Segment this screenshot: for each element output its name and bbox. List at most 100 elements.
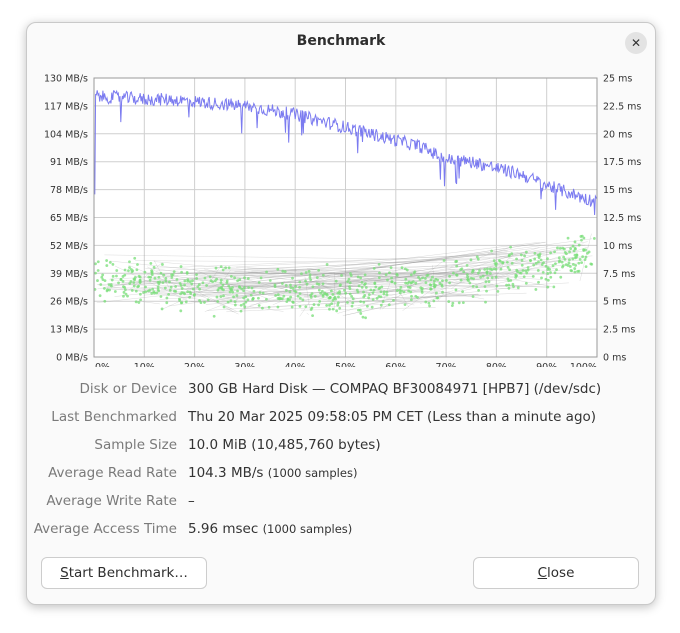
access-time-sample: [191, 279, 194, 283]
access-time-sample: [304, 279, 307, 283]
access-time-sample: [378, 271, 381, 275]
access-time-sample: [179, 284, 183, 287]
access-time-sample: [494, 262, 498, 265]
access-time-sample: [395, 289, 399, 292]
access-time-sample: [307, 269, 311, 273]
access-time-sample: [412, 271, 416, 275]
access-time-sample: [222, 294, 225, 298]
access-time-sample: [212, 314, 216, 318]
access-time-sample: [576, 269, 579, 273]
access-time-sample: [256, 296, 260, 300]
access-time-sample: [377, 287, 381, 291]
access-time-sample: [510, 252, 514, 256]
access-time-sample: [430, 275, 434, 279]
access-time-sample: [573, 246, 577, 250]
access-time-sample: [252, 289, 256, 293]
x-tick-label: 80%: [486, 362, 507, 367]
access-time-sample: [236, 279, 239, 283]
access-time-sample: [410, 298, 413, 302]
access-time-sample: [280, 282, 284, 285]
access-time-sample: [143, 270, 147, 274]
access-time-sample: [228, 290, 232, 294]
access-time-sample: [309, 278, 313, 282]
close-icon[interactable]: ✕: [625, 32, 647, 54]
access-time-sample: [229, 299, 233, 303]
access-time-sample: [129, 280, 133, 283]
row-average-access-time: Average Access Time 5.96 msec (1000 samp…: [27, 518, 655, 540]
access-time-sample: [246, 298, 250, 302]
access-time-sample: [420, 291, 424, 294]
access-time-sample: [321, 273, 325, 277]
access-time-sample: [562, 255, 566, 259]
access-time-sample: [106, 288, 109, 292]
access-time-sample: [490, 268, 494, 271]
access-time-connector: [160, 282, 221, 310]
access-time-connector: [165, 291, 368, 296]
access-time-sample: [534, 288, 538, 291]
access-time-sample: [363, 293, 367, 297]
access-time-sample: [519, 253, 523, 257]
access-time-sample: [318, 300, 322, 303]
x-tick-label: 50%: [335, 362, 356, 367]
access-time-sample: [509, 279, 513, 282]
access-time-sample: [346, 301, 349, 304]
access-time-sample: [405, 268, 409, 272]
access-time-sample: [379, 295, 383, 299]
access-time-sample: [475, 285, 479, 289]
access-time-sample: [231, 290, 235, 294]
access-time-sample: [179, 265, 183, 268]
access-time-sample: [359, 312, 363, 315]
access-time-sample: [429, 278, 433, 282]
access-time-sample: [540, 276, 543, 280]
access-time-sample: [300, 272, 303, 276]
y-right-tick-label: 7.5 ms: [603, 269, 635, 280]
access-time-sample: [589, 262, 593, 266]
average-read-rate-value: 104.3 MB/s: [188, 465, 264, 481]
access-time-sample: [372, 267, 376, 270]
access-time-sample: [280, 297, 284, 301]
access-time-sample: [265, 297, 268, 301]
access-time-sample: [448, 274, 451, 278]
access-time-sample: [186, 278, 190, 281]
access-time-sample: [219, 265, 223, 269]
access-time-sample: [381, 300, 385, 303]
access-time-sample: [221, 268, 225, 272]
access-time-sample: [506, 277, 510, 281]
access-time-connector: [306, 312, 309, 315]
access-time-sample: [478, 269, 481, 272]
access-time-sample: [146, 289, 150, 293]
access-time-sample: [357, 308, 360, 312]
access-time-sample: [308, 273, 312, 277]
access-time-sample: [554, 262, 557, 266]
access-time-samples: [93, 234, 596, 320]
access-time-sample: [438, 281, 442, 285]
access-time-sample: [367, 296, 371, 300]
access-time-sample: [501, 260, 505, 264]
access-time-sample: [236, 289, 239, 293]
access-time-sample: [496, 289, 500, 293]
access-time-connector: [208, 285, 520, 288]
access-time-sample: [389, 266, 393, 270]
access-time-sample: [468, 281, 472, 285]
access-time-sample: [334, 279, 338, 283]
access-time-sample: [165, 296, 169, 300]
access-time-sample: [349, 272, 352, 275]
benchmark-dialog: Benchmark ✕ 0 MB/s 13 MB/s 26 MB/s 39 MB/s 5…: [26, 22, 656, 605]
access-time-sample: [225, 279, 229, 283]
access-time-sample: [134, 300, 138, 304]
access-time-sample: [115, 269, 119, 272]
access-time-sample: [193, 292, 196, 296]
access-time-sample: [178, 299, 182, 302]
y-right-tick-label: 17.5 ms: [603, 157, 641, 168]
access-time-sample: [361, 315, 365, 319]
access-time-sample: [475, 255, 479, 259]
y-left-tick-label: 39 MB/s: [50, 269, 88, 280]
access-time-sample: [331, 293, 335, 296]
access-time-sample: [364, 286, 368, 289]
access-time-sample: [132, 281, 136, 284]
access-time-connector: [102, 288, 230, 298]
access-time-sample: [567, 261, 571, 265]
access-time-sample: [240, 287, 244, 291]
